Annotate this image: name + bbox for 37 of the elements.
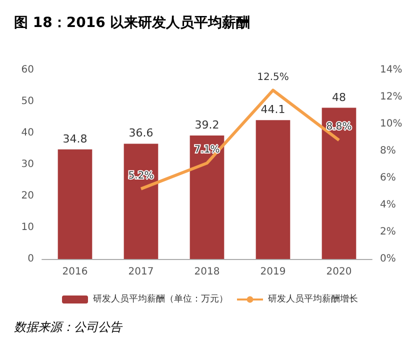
data-label: 48 xyxy=(332,90,346,104)
y2-tick-label: 10% xyxy=(380,118,402,130)
bar xyxy=(322,108,356,259)
y2-tick-label: 8% xyxy=(380,146,396,156)
data-label: 44.1 xyxy=(260,103,286,116)
legend-label: 研发人员平均薪酬增长 xyxy=(268,294,358,304)
x-tick-label: 2019 xyxy=(260,266,286,278)
y-tick-label: 10 xyxy=(21,222,34,233)
data-label: 12.5% xyxy=(257,72,289,83)
y2-tick-label: 2% xyxy=(380,226,396,238)
y-tick-label: 60 xyxy=(21,64,34,76)
y-tick-label: 30 xyxy=(21,159,34,170)
data-label: 34.8 xyxy=(62,132,88,146)
bar xyxy=(190,136,224,259)
data-label: 39.2 xyxy=(194,118,220,132)
y2-tick-label: 6% xyxy=(380,172,396,184)
y-tick-label: 0 xyxy=(28,254,34,264)
bar xyxy=(58,149,92,259)
data-label: 5.2% xyxy=(128,170,154,182)
data-label: 8.8% xyxy=(326,122,352,133)
bar xyxy=(124,144,158,259)
bar xyxy=(256,120,290,259)
chart-title: 图 18：2016 以来研发人员平均薪酬 xyxy=(14,15,250,31)
source-note: 数据来源：公司公告 xyxy=(14,320,123,334)
legend-label: 研发人员平均薪酬（单位：万元） xyxy=(93,294,228,304)
x-tick-label: 2018 xyxy=(194,266,220,278)
y2-tick-label: 0% xyxy=(380,254,396,264)
data-label: 36.6 xyxy=(128,126,154,140)
x-tick-label: 2016 xyxy=(62,266,88,278)
y2-tick-label: 4% xyxy=(380,200,396,210)
x-tick-label: 2020 xyxy=(326,266,352,278)
y-tick-label: 20 xyxy=(21,190,34,202)
y-tick-label: 50 xyxy=(21,96,34,107)
y-tick-label: 40 xyxy=(21,128,34,138)
y2-tick-label: 14% xyxy=(380,64,402,76)
y2-tick-label: 12% xyxy=(380,92,402,102)
x-tick-label: 2017 xyxy=(128,266,154,278)
